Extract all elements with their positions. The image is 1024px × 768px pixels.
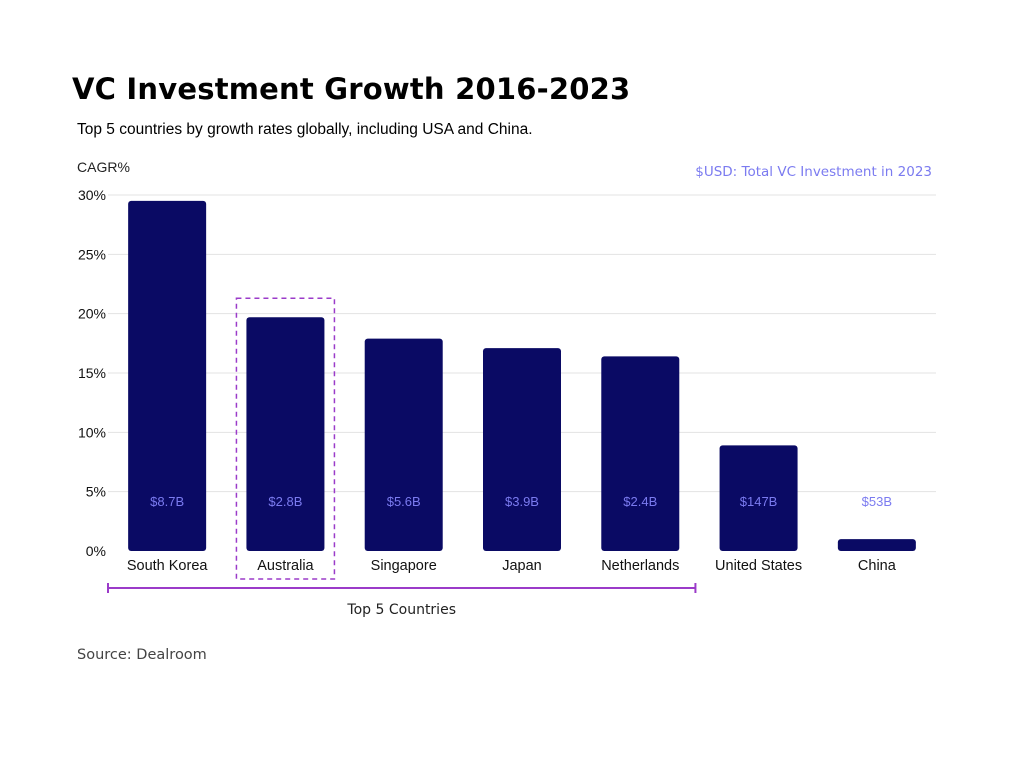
data-labels: $8.7B $2.8B $5.6B $3.9B $2.4B $147B $53B xyxy=(150,494,892,509)
bar xyxy=(483,348,561,551)
category-label: China xyxy=(858,558,897,574)
y-axis-label: CAGR% xyxy=(77,159,130,175)
bar xyxy=(364,338,443,551)
y-tick-label: 20% xyxy=(78,306,106,322)
category-label: Singapore xyxy=(371,558,437,574)
data-label: $3.9B xyxy=(505,494,539,509)
highlight-box xyxy=(235,297,336,580)
chart-title: VC Investment Growth 2016-2023 xyxy=(72,72,631,106)
data-label: $2.8B xyxy=(268,494,302,509)
y-tick-label: 30% xyxy=(78,187,106,203)
investment-note: $USD: Total VC Investment in 2023 xyxy=(695,164,932,180)
annotations: Top 5 Countries xyxy=(107,297,697,618)
source-note: Source: Dealroom xyxy=(77,647,207,663)
y-tick-label: 0% xyxy=(86,543,106,559)
bars xyxy=(128,200,916,551)
bar xyxy=(837,539,916,551)
data-label: $147B xyxy=(740,494,778,509)
bar xyxy=(246,317,325,551)
category-label: South Korea xyxy=(127,558,209,574)
y-axis-ticks: 0% 5% 10% 15% 20% 25% 30% xyxy=(78,187,106,559)
y-tick-label: 10% xyxy=(78,424,106,440)
data-label: $2.4B xyxy=(623,494,657,509)
category-label: Netherlands xyxy=(601,558,679,574)
data-label: $5.6B xyxy=(387,494,421,509)
category-label: United States xyxy=(715,558,802,574)
category-labels: South Korea Australia Singapore Japan Nether… xyxy=(127,558,897,574)
y-tick-label: 15% xyxy=(78,365,106,381)
category-label: Japan xyxy=(502,558,542,574)
data-label: $8.7B xyxy=(150,494,184,509)
bar xyxy=(719,445,798,551)
bracket-label: Top 5 Countries xyxy=(346,602,456,618)
data-label: $53B xyxy=(862,494,892,509)
y-tick-label: 5% xyxy=(86,484,106,500)
category-label: Australia xyxy=(257,558,314,574)
bar xyxy=(128,200,207,551)
chart-subtitle: Top 5 countries by growth rates globally… xyxy=(77,121,533,138)
y-tick-label: 25% xyxy=(78,246,106,262)
bar xyxy=(601,356,680,551)
